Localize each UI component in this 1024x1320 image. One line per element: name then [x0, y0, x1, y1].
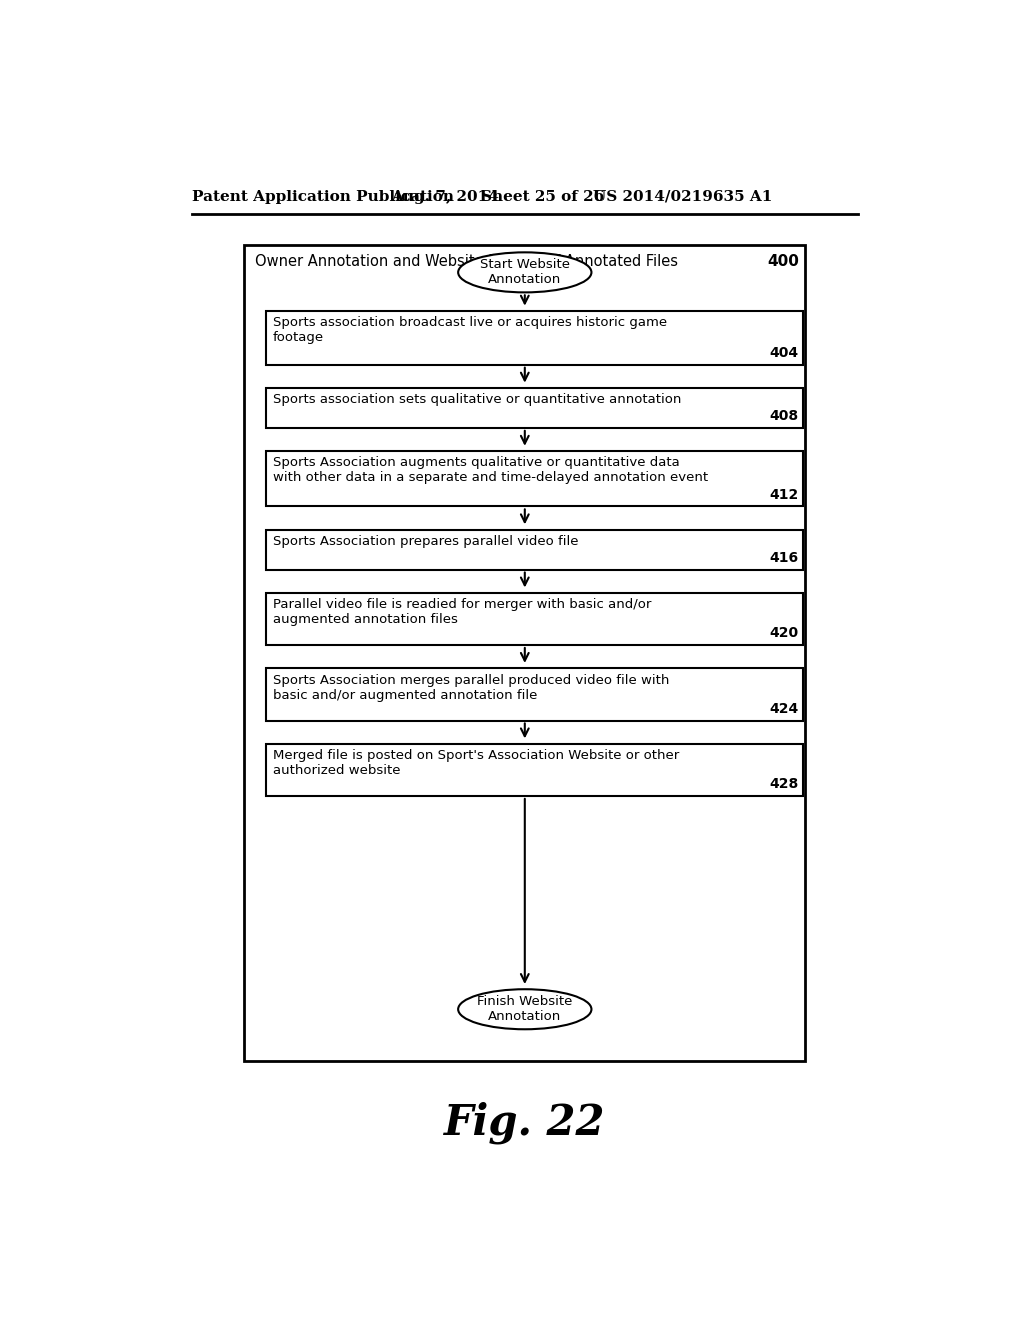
Text: Sports Association augments qualitative or quantitative data
with other data in : Sports Association augments qualitative …	[273, 457, 708, 484]
Text: Sports association broadcast live or acquires historic game
footage: Sports association broadcast live or acq…	[273, 317, 667, 345]
Text: Aug. 7, 2014: Aug. 7, 2014	[391, 190, 500, 203]
Text: Merged file is posted on Sport's Association Website or other
authorized website: Merged file is posted on Sport's Associa…	[273, 748, 679, 777]
Text: 420: 420	[769, 627, 799, 640]
FancyBboxPatch shape	[266, 668, 803, 721]
Text: Start Website
Annotation: Start Website Annotation	[480, 259, 569, 286]
FancyBboxPatch shape	[266, 312, 803, 364]
FancyBboxPatch shape	[266, 388, 803, 428]
Text: 412: 412	[769, 488, 799, 502]
FancyBboxPatch shape	[266, 743, 803, 796]
Text: Patent Application Publication: Patent Application Publication	[191, 190, 454, 203]
Text: 404: 404	[769, 346, 799, 360]
Text: Fig. 22: Fig. 22	[444, 1101, 605, 1143]
FancyBboxPatch shape	[245, 244, 805, 1061]
Text: 408: 408	[769, 409, 799, 424]
FancyBboxPatch shape	[266, 451, 803, 507]
Text: 416: 416	[769, 550, 799, 565]
Text: US 2014/0219635 A1: US 2014/0219635 A1	[593, 190, 772, 203]
Text: Parallel video file is readied for merger with basic and/or
augmented annotation: Parallel video file is readied for merge…	[273, 598, 651, 626]
Text: Owner Annotation and Website Posting of Annotated Files: Owner Annotation and Website Posting of …	[255, 253, 678, 269]
Ellipse shape	[458, 252, 592, 293]
Text: 428: 428	[769, 777, 799, 792]
Text: Sports Association merges parallel produced video file with
basic and/or augment: Sports Association merges parallel produ…	[273, 673, 670, 701]
Text: Sports Association prepares parallel video file: Sports Association prepares parallel vid…	[273, 535, 579, 548]
Text: Sports association sets qualitative or quantitative annotation: Sports association sets qualitative or q…	[273, 393, 681, 407]
FancyBboxPatch shape	[266, 593, 803, 645]
Ellipse shape	[458, 989, 592, 1030]
Text: Sheet 25 of 26: Sheet 25 of 26	[480, 190, 604, 203]
FancyBboxPatch shape	[266, 529, 803, 570]
Text: Finish Website
Annotation: Finish Website Annotation	[477, 995, 572, 1023]
Text: 424: 424	[769, 702, 799, 715]
Text: 400: 400	[767, 253, 799, 269]
